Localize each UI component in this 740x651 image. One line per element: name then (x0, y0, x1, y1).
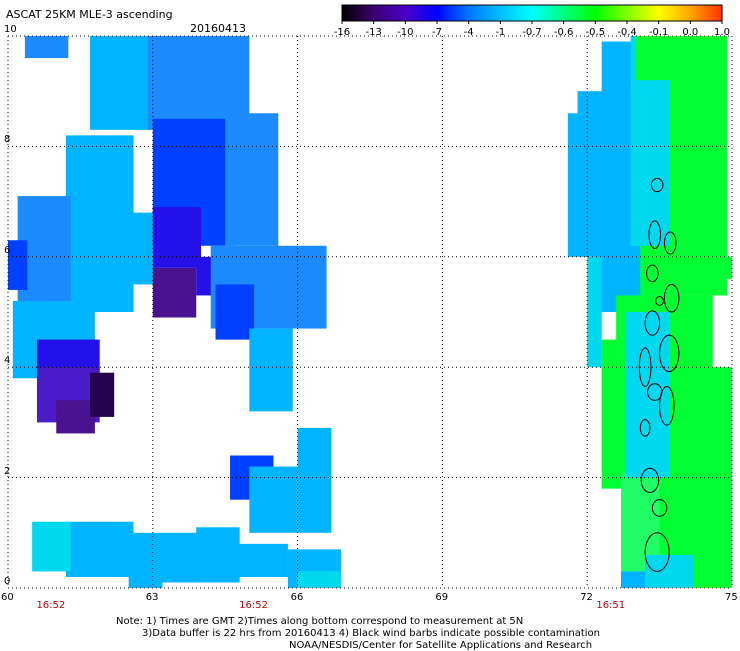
heatmap-cell (65, 135, 134, 312)
heatmap-cell (128, 571, 163, 588)
heatmap-cell (56, 400, 95, 434)
island-outline (655, 296, 664, 306)
colorbar-label: -10 (397, 27, 413, 38)
heatmap-cell (249, 328, 293, 412)
heatmap-cell (249, 466, 298, 533)
heatmap-cell (630, 80, 670, 246)
island-outline (640, 467, 660, 494)
heatmap-cell (693, 256, 732, 279)
colorbar-label: -0.6 (554, 27, 574, 38)
heatmap-cell (297, 427, 332, 533)
heatmap-cell (128, 212, 153, 285)
x-tick-label: 63 (145, 592, 159, 603)
colorbar-label: 0.0 (682, 27, 698, 38)
heatmap-cell (230, 543, 288, 577)
pass-time-label: 16:52 (239, 600, 268, 611)
heatmap-cell (32, 521, 71, 572)
island-outline (651, 499, 668, 517)
heatmap-cell (24, 36, 69, 59)
y-tick-label: 6 (4, 244, 11, 256)
island-outline (663, 283, 680, 313)
island-outline (638, 347, 652, 388)
island-outline (644, 310, 661, 336)
island-outline (644, 532, 670, 572)
heatmap-cell (587, 256, 602, 368)
footer-note-2: 3)Data buffer is 22 hrs from 20160413 4)… (142, 628, 600, 639)
y-tick-label: 4 (4, 355, 11, 367)
heatmap-cells (8, 36, 732, 588)
colorbar-label: -4 (464, 27, 474, 38)
heatmap-cell (8, 240, 28, 290)
chart-title: ASCAT 25KM MLE-3 ascending (6, 8, 173, 21)
heatmap-cell (297, 571, 342, 588)
colorbar-label: -0.7 (522, 27, 542, 38)
heatmap-cell (659, 367, 732, 588)
y-tick-label: 8 (4, 134, 11, 146)
island-outline (659, 334, 680, 373)
y-tick-label: 10 (4, 24, 17, 35)
x-tick-label: 60 (1, 592, 14, 603)
pass-time-label: 16:52 (36, 600, 66, 611)
heatmap-cell (152, 267, 197, 318)
x-tick-label: 75 (725, 592, 738, 603)
heatmap-cell (601, 41, 636, 147)
heatmap-cell (620, 571, 646, 588)
pass-time-label: 16:51 (596, 600, 626, 611)
heatmap-cell (90, 36, 153, 130)
colorbar-label: -0.1 (649, 27, 669, 38)
footer-credit: NOAA/NESDIS/Center for Satellite Applica… (289, 640, 593, 651)
heatmap-cell (567, 113, 602, 257)
y-tick-label: 2 (4, 465, 11, 477)
island-outline (647, 383, 663, 401)
island-outline (646, 264, 659, 283)
footer-note-1: Note: 1) Times are GMT 2)Times along bot… (116, 616, 524, 627)
heatmap-cell (225, 113, 279, 246)
island-outline (663, 231, 677, 255)
colorbar-label: 1.0 (714, 27, 730, 38)
heatmap-cell (215, 284, 255, 340)
heatmap-cell (65, 521, 134, 577)
island-outline (648, 220, 662, 250)
colorbar-label: -13 (365, 27, 381, 38)
island-outline (639, 419, 651, 437)
x-tick-label: 66 (290, 592, 304, 603)
heatmap-cell (645, 554, 694, 588)
island-outline (650, 177, 664, 193)
heatmap-cell (152, 207, 202, 268)
x-tick-label: 72 (580, 592, 593, 603)
gridlines (7, 35, 733, 589)
coastline (638, 177, 680, 572)
island-outline (659, 386, 675, 426)
x-tick-label: 69 (435, 592, 449, 603)
chart-date: 20160413 (190, 22, 246, 35)
colorbar-label: -0.4 (617, 27, 637, 38)
colorbar-label: -7 (432, 27, 442, 38)
y-tick-label: 0 (4, 576, 11, 587)
colorbar-label: -1 (495, 27, 505, 38)
heatmap-cell (90, 372, 115, 417)
colorbar-label: -0.5 (586, 27, 606, 38)
colorbar-label: -16 (334, 27, 350, 38)
